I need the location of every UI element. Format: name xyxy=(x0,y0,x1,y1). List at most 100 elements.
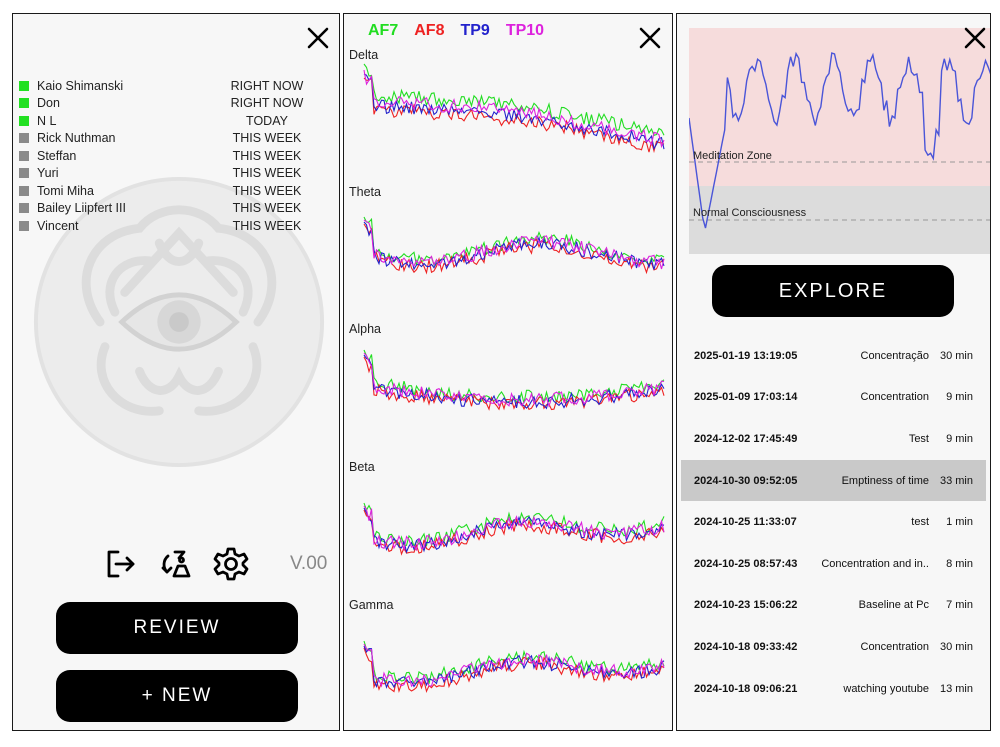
normal-zone-band xyxy=(689,186,990,254)
session-row[interactable]: 2025-01-19 13:19:05 Concentração 30 min xyxy=(681,335,986,377)
contact-row[interactable]: Don RIGHT NOW xyxy=(19,95,312,113)
session-row[interactable]: 2024-10-18 09:33:42 Concentration 30 min xyxy=(681,626,986,668)
presence-indicator xyxy=(19,115,29,126)
band-label-delta: Delta xyxy=(349,48,379,62)
presence-indicator xyxy=(19,80,29,91)
eeg-trace-beta-tp9 xyxy=(363,507,665,554)
contact-row[interactable]: Steffan THIS WEEK xyxy=(19,147,312,165)
presence-indicator xyxy=(19,98,29,109)
contact-last-seen: THIS WEEK xyxy=(232,166,302,181)
eeg-trace-gamma-tp10 xyxy=(363,643,665,688)
logout-icon[interactable] xyxy=(103,546,139,582)
legend-tp9: TP9 xyxy=(460,22,490,39)
session-name: watching youtube xyxy=(843,682,929,695)
history-panel: Meditation Zone Normal Consciousness EXP… xyxy=(676,13,991,731)
session-duration: 13 min xyxy=(939,682,973,695)
presence-indicator xyxy=(19,185,29,196)
contact-row[interactable]: Kaio Shimanski RIGHT NOW xyxy=(19,77,312,95)
session-row[interactable]: 2024-10-23 15:06:22 Baseline at Pc 7 min xyxy=(681,585,986,627)
contact-name: Bailey Liipfert III xyxy=(37,201,126,216)
contact-last-seen: THIS WEEK xyxy=(232,183,302,198)
close-icon[interactable] xyxy=(305,25,331,51)
eeg-trace-gamma-tp9 xyxy=(363,645,665,689)
legend-af7: AF7 xyxy=(368,22,399,39)
session-duration: 9 min xyxy=(946,432,973,445)
contact-last-seen: TODAY xyxy=(246,113,288,128)
eeg-trace-theta-tp10 xyxy=(363,219,665,270)
contact-name: Tomi Miha xyxy=(37,183,94,198)
session-name: Test xyxy=(908,432,929,445)
session-row[interactable]: 2024-10-25 11:33:07 test 1 min xyxy=(681,501,986,543)
session-date: 2024-12-02 17:45:49 xyxy=(694,432,798,445)
session-row[interactable]: 2024-10-30 09:52:05 Emptiness of time 33 m… xyxy=(681,459,986,502)
eeg-trace-gamma-af8 xyxy=(363,647,665,694)
brain-eye-logo xyxy=(33,176,325,468)
gear-icon[interactable] xyxy=(213,546,249,582)
contact-last-seen: RIGHT NOW xyxy=(230,78,304,93)
session-row[interactable]: 2024-10-25 08:57:43 Concentration and in.… xyxy=(681,543,986,585)
contact-row[interactable]: N L TODAY xyxy=(19,112,312,130)
eeg-trace-delta-tp10 xyxy=(363,69,665,149)
contact-name: Rick Nuthman xyxy=(37,131,116,146)
session-date: 2025-01-09 17:03:14 xyxy=(694,391,798,404)
session-name: Baseline at Pc xyxy=(858,599,929,612)
contact-name: Don xyxy=(37,96,60,111)
contact-name: Vincent xyxy=(37,218,79,233)
session-duration: 7 min xyxy=(946,599,973,612)
session-row[interactable]: 2025-01-09 17:03:14 Concentration 9 min xyxy=(681,377,986,419)
eeg-trace-alpha-tp10 xyxy=(363,352,665,408)
user-list: Kaio Shimanski RIGHT NOW Don RIGHT NOW N L TO… xyxy=(19,77,312,235)
legend-tp10: TP10 xyxy=(505,22,545,39)
session-duration: 8 min xyxy=(946,557,973,570)
explore-button[interactable]: EXPLORE xyxy=(712,265,954,317)
session-duration: 30 min xyxy=(939,349,973,362)
meditation-zone-label: Meditation Zone xyxy=(693,150,772,162)
contact-last-seen: THIS WEEK xyxy=(232,218,302,233)
eeg-trace-beta-af8 xyxy=(363,509,665,556)
meditation-line xyxy=(689,51,990,229)
session-date: 2024-10-30 09:52:05 xyxy=(694,474,798,487)
session-date: 2024-10-25 08:57:43 xyxy=(694,557,798,570)
session-name: Concentration and in.. xyxy=(821,557,929,570)
presence-indicator xyxy=(19,168,29,179)
contact-last-seen: THIS WEEK xyxy=(232,201,302,216)
contact-row[interactable]: Tomi Miha THIS WEEK xyxy=(19,182,312,200)
contact-row[interactable]: Vincent THIS WEEK xyxy=(19,217,312,235)
contact-name: Yuri xyxy=(37,166,59,181)
meditation-chart xyxy=(689,28,990,254)
session-name: Concentração xyxy=(860,349,930,362)
eeg-trace-delta-af7 xyxy=(363,63,665,136)
band-label-gamma: Gamma xyxy=(349,598,394,612)
new-session-button[interactable]: + NEW xyxy=(56,670,298,722)
contact-row[interactable]: Bailey Liipfert III THIS WEEK xyxy=(19,200,312,218)
session-date: 2024-10-23 15:06:22 xyxy=(694,599,798,612)
band-label-theta: Theta xyxy=(349,185,381,199)
contact-last-seen: THIS WEEK xyxy=(232,131,302,146)
sync-icon[interactable] xyxy=(158,546,194,582)
version-label: V.00 xyxy=(290,553,328,574)
session-name: Concentration xyxy=(860,391,930,404)
eeg-trace-theta-tp9 xyxy=(363,221,665,271)
session-row[interactable]: 2024-12-02 17:45:49 Test 9 min xyxy=(681,418,986,460)
eeg-trace-alpha-tp9 xyxy=(363,354,665,410)
session-date: 2024-10-25 11:33:07 xyxy=(694,516,797,529)
contact-row[interactable]: Rick Nuthman THIS WEEK xyxy=(19,130,312,148)
eeg-trace-delta-af8 xyxy=(363,77,665,154)
eeg-trace-theta-af8 xyxy=(363,223,665,275)
contact-name: Steffan xyxy=(37,148,77,163)
session-date: 2024-10-18 09:33:42 xyxy=(694,640,798,653)
close-icon[interactable] xyxy=(962,25,988,51)
session-date: 2024-10-18 09:06:21 xyxy=(694,682,798,695)
band-label-beta: Beta xyxy=(349,460,375,474)
close-icon[interactable] xyxy=(637,25,663,51)
contacts-panel: Kaio Shimanski RIGHT NOW Don RIGHT NOW N L TO… xyxy=(12,13,340,731)
normal-zone-label: Normal Consciousness xyxy=(693,207,807,219)
band-label-alpha: Alpha xyxy=(349,322,381,336)
session-row[interactable]: 2024-10-18 09:06:21 watching youtube 13 mi… xyxy=(681,668,986,710)
session-duration: 9 min xyxy=(946,391,973,404)
review-button[interactable]: REVIEW xyxy=(56,602,298,654)
session-duration: 33 min xyxy=(939,474,973,487)
contact-name: Kaio Shimanski xyxy=(37,78,124,93)
channel-legend: AF7 AF8 TP9 TP10 xyxy=(368,22,560,40)
contact-row[interactable]: Yuri THIS WEEK xyxy=(19,165,312,183)
